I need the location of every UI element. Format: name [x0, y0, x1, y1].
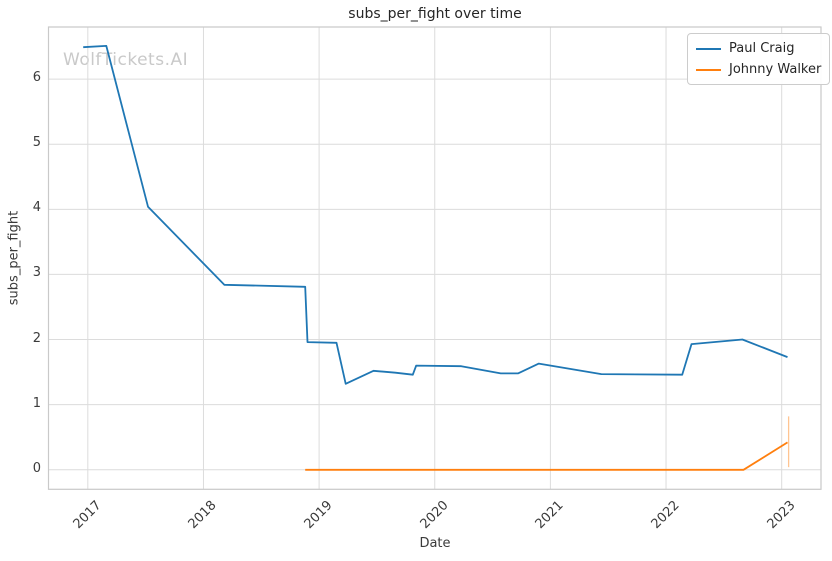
y-tick-label: 4: [32, 200, 41, 216]
series-line-paul-craig: [83, 45, 788, 385]
legend-box: Paul Craig Johnny Walker: [687, 33, 831, 85]
y-tick-label: 0: [32, 460, 41, 476]
legend-swatch-orange: [696, 68, 721, 71]
y-tick-label: 2: [32, 330, 41, 346]
chart-title: subs_per_fight over time: [348, 6, 522, 22]
legend-item-paul-craig: Paul Craig: [696, 39, 821, 58]
x-axis-label: Date: [419, 536, 451, 551]
y-tick-label: 6: [32, 70, 41, 86]
series-line-johnny-walker: [305, 441, 788, 471]
plot-spines: [47, 26, 822, 490]
y-tick-label: 1: [32, 395, 41, 411]
legend-label: Paul Craig: [729, 41, 795, 56]
watermark-text: WolfTickets.AI: [63, 50, 189, 70]
legend-swatch-blue: [696, 47, 721, 50]
y-tick-label: 3: [32, 265, 41, 281]
y-axis-label: subs_per_fight: [6, 210, 22, 306]
legend-item-johnny-walker: Johnny Walker: [696, 60, 821, 79]
y-tick-label: 5: [32, 135, 41, 151]
legend-label: Johnny Walker: [729, 62, 822, 77]
